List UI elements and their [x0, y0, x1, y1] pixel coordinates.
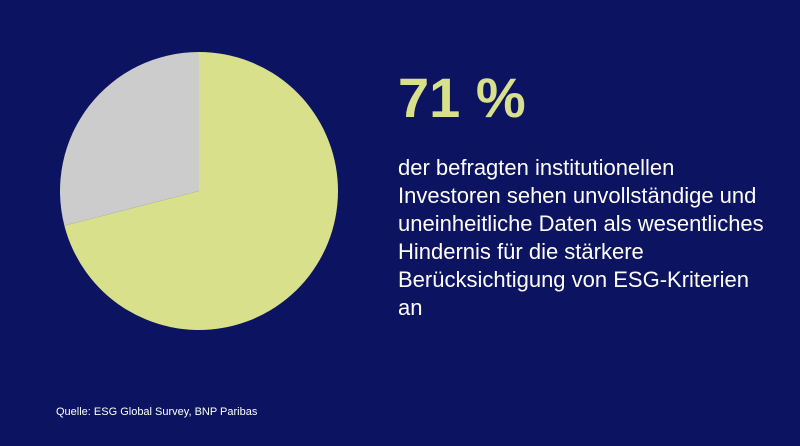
- source-note: Quelle: ESG Global Survey, BNP Paribas: [56, 406, 258, 418]
- pie-slice-0: [64, 52, 339, 330]
- pie-slice-1: [60, 52, 200, 226]
- stat-description: der befragten institutionellen Investore…: [398, 155, 764, 320]
- stat-value: 71 %: [398, 66, 526, 129]
- pie-chart: [60, 52, 339, 330]
